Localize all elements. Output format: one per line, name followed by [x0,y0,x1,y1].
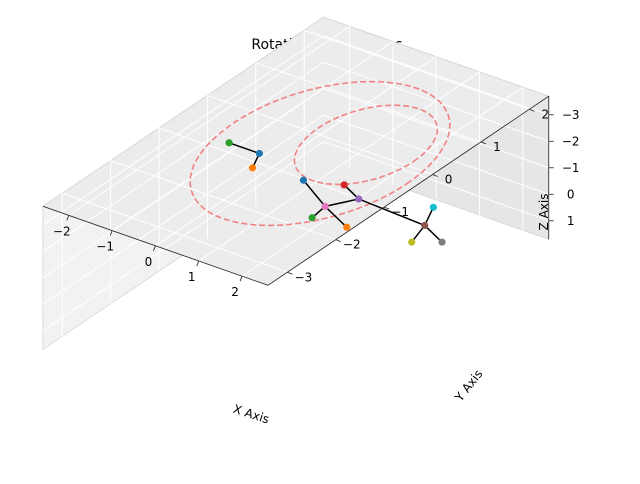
ring-outer [189,80,451,227]
x-tick-mark [239,276,243,282]
grid-x-floor [241,86,524,277]
x-tick-mark [66,215,70,221]
x-tick-mark [153,245,156,251]
segment-p-purple-p-brown [358,198,425,227]
z-tick-label: −1 [562,161,580,175]
grid-y-floor [255,62,482,143]
grid-z-back [323,61,549,142]
point-p-green-low [225,139,233,147]
z-tick-label: −3 [562,108,580,122]
y-tick-label: −1 [391,205,409,219]
axis-panes [42,16,550,351]
y-tick-mark [287,271,293,275]
scatter-points [225,139,446,246]
segment-p-brown-p-gray [424,224,443,243]
point-p-red [340,181,348,189]
y-tick-mark [432,174,438,177]
x-axis-label: X Axis [232,402,271,427]
grid-lines [42,25,549,337]
grid-x-floor [198,71,480,262]
grid-z-side [42,114,324,305]
point-p-brown [421,221,429,230]
grid-y-floor [110,160,336,241]
y-tick-label: −3 [295,270,313,284]
segment-p-green-low-p-blue-low [228,142,260,155]
point-p-olive [408,238,416,246]
grid-z-back [323,88,549,169]
y-axis-label: Y Axis [452,367,486,405]
point-p-purple [355,195,363,203]
y-tick-mark [384,206,390,210]
ring-inner [293,104,439,186]
y-tick-label: 1 [493,140,501,154]
grid-z-side [42,35,324,226]
segment-p-pink-p-purple [324,198,359,208]
point-p-green-top [308,214,316,222]
x-tick-label: 1 [188,270,196,284]
point-p-orange-low [248,164,257,172]
segment-p-pink-p-blue-top [302,179,326,207]
x-tick-label: −1 [96,240,114,254]
grid-z-side [42,141,324,332]
point-p-cyan [429,203,437,211]
grid-y-floor [158,127,385,208]
x-tick-label: −2 [53,224,71,238]
z-tick-label: 0 [567,187,575,201]
y-tick-mark [480,141,487,145]
y-tick-label: 2 [542,107,550,121]
z-tick-label: 1 [567,214,575,228]
dashed-rings [189,80,451,227]
point-p-gray [438,238,446,246]
grid-z-back [323,141,549,222]
x-tick-mark [196,260,200,267]
z-tick-label: −2 [562,134,580,148]
y-tick-mark [335,239,341,243]
grid-y-floor [62,192,288,273]
point-p-blue-low [255,149,263,158]
x-tick-mark [109,230,113,236]
y-tick-label: 0 [445,172,453,186]
y-tick-mark [529,108,535,112]
grid-y-floor [304,29,530,110]
segment-p-pink-p-orange-top [324,205,348,228]
grid-z-side [42,88,324,279]
x-tick-label: 0 [145,255,153,269]
grid-y-floor [207,94,433,175]
point-p-blue-top [299,176,308,184]
grid-z-back [323,35,549,116]
grid-z-side [42,61,324,252]
y-axis-line [267,95,549,286]
grid-x-floor [68,25,350,216]
axis-ticks: −2 −1 0 1 2 −3 −2 −1 0 1 2 −3 −2 −1 0 1 [42,95,580,299]
point-p-pink [321,202,329,210]
x-tick-label: 2 [231,285,239,299]
z-axis-label: Z Axis [537,194,551,231]
point-p-orange-top [343,223,351,231]
grid-z-back [323,114,549,195]
y-tick-label: −2 [343,238,361,252]
